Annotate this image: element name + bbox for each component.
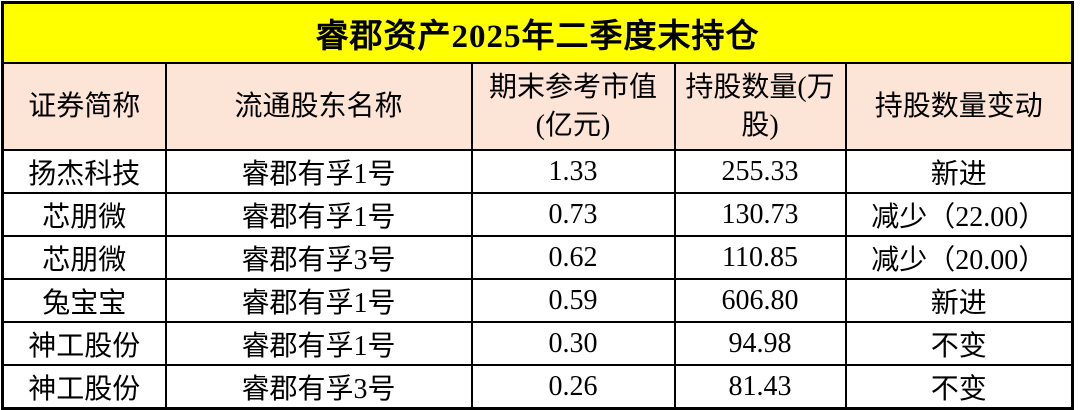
cell-market-value: 0.59 — [470, 278, 676, 323]
header-market-value: 期末参考市值 (亿元) — [470, 62, 676, 151]
cell-market-value: 0.26 — [470, 364, 676, 410]
table-title: 睿郡资产2025年二季度末持仓 — [1, 1, 1074, 64]
cell-shares-held: 94.98 — [673, 321, 847, 366]
cell-shareholder-name: 睿郡有孚3号 — [164, 364, 473, 410]
cell-shares-held: 255.33 — [673, 149, 847, 194]
cell-market-value: 1.33 — [470, 149, 676, 194]
cell-market-value: 0.73 — [470, 192, 676, 237]
cell-shares-change: 新进 — [844, 278, 1074, 323]
table-row: 兔宝宝 睿郡有孚1号 0.59 606.80 新进 — [1, 278, 1074, 323]
cell-market-value: 0.30 — [470, 321, 676, 366]
cell-shareholder-name: 睿郡有孚3号 — [164, 235, 473, 280]
cell-security-name: 神工股份 — [1, 364, 167, 410]
cell-shares-held: 606.80 — [673, 278, 847, 323]
header-security-name: 证券简称 — [1, 62, 167, 151]
table-row: 芯朋微 睿郡有孚3号 0.62 110.85 减少（20.00） — [1, 235, 1074, 280]
cell-security-name: 芯朋微 — [1, 235, 167, 280]
cell-security-name: 兔宝宝 — [1, 278, 167, 323]
table-row: 神工股份 睿郡有孚3号 0.26 81.43 不变 — [1, 364, 1074, 410]
cell-shares-change: 不变 — [844, 364, 1074, 410]
header-shares-change: 持股数量变动 — [844, 62, 1074, 151]
header-shares-held: 持股数量(万 股) — [673, 62, 847, 151]
cell-market-value: 0.62 — [470, 235, 676, 280]
cell-shareholder-name: 睿郡有孚1号 — [164, 149, 473, 194]
header-shareholder-name: 流通股东名称 — [164, 62, 473, 151]
cell-shareholder-name: 睿郡有孚1号 — [164, 278, 473, 323]
cell-shares-change: 新进 — [844, 149, 1074, 194]
cell-shareholder-name: 睿郡有孚1号 — [164, 321, 473, 366]
cell-shareholder-name: 睿郡有孚1号 — [164, 192, 473, 237]
cell-shares-change: 减少（22.00） — [844, 192, 1074, 237]
cell-shares-held: 130.73 — [673, 192, 847, 237]
header-row: 证券简称 流通股东名称 期末参考市值 (亿元) 持股数量(万 股) 持股数量变动 — [1, 62, 1074, 151]
table-row: 芯朋微 睿郡有孚1号 0.73 130.73 减少（22.00） — [1, 192, 1074, 237]
table-row: 扬杰科技 睿郡有孚1号 1.33 255.33 新进 — [1, 149, 1074, 194]
cell-shares-held: 110.85 — [673, 235, 847, 280]
cell-shares-change: 减少（20.00） — [844, 235, 1074, 280]
cell-shares-held: 81.43 — [673, 364, 847, 410]
cell-security-name: 芯朋微 — [1, 192, 167, 237]
cell-security-name: 神工股份 — [1, 321, 167, 366]
cell-shares-change: 不变 — [844, 321, 1074, 366]
table-row: 神工股份 睿郡有孚1号 0.30 94.98 不变 — [1, 321, 1074, 366]
title-row: 睿郡资产2025年二季度末持仓 — [1, 1, 1074, 64]
cell-security-name: 扬杰科技 — [1, 149, 167, 194]
